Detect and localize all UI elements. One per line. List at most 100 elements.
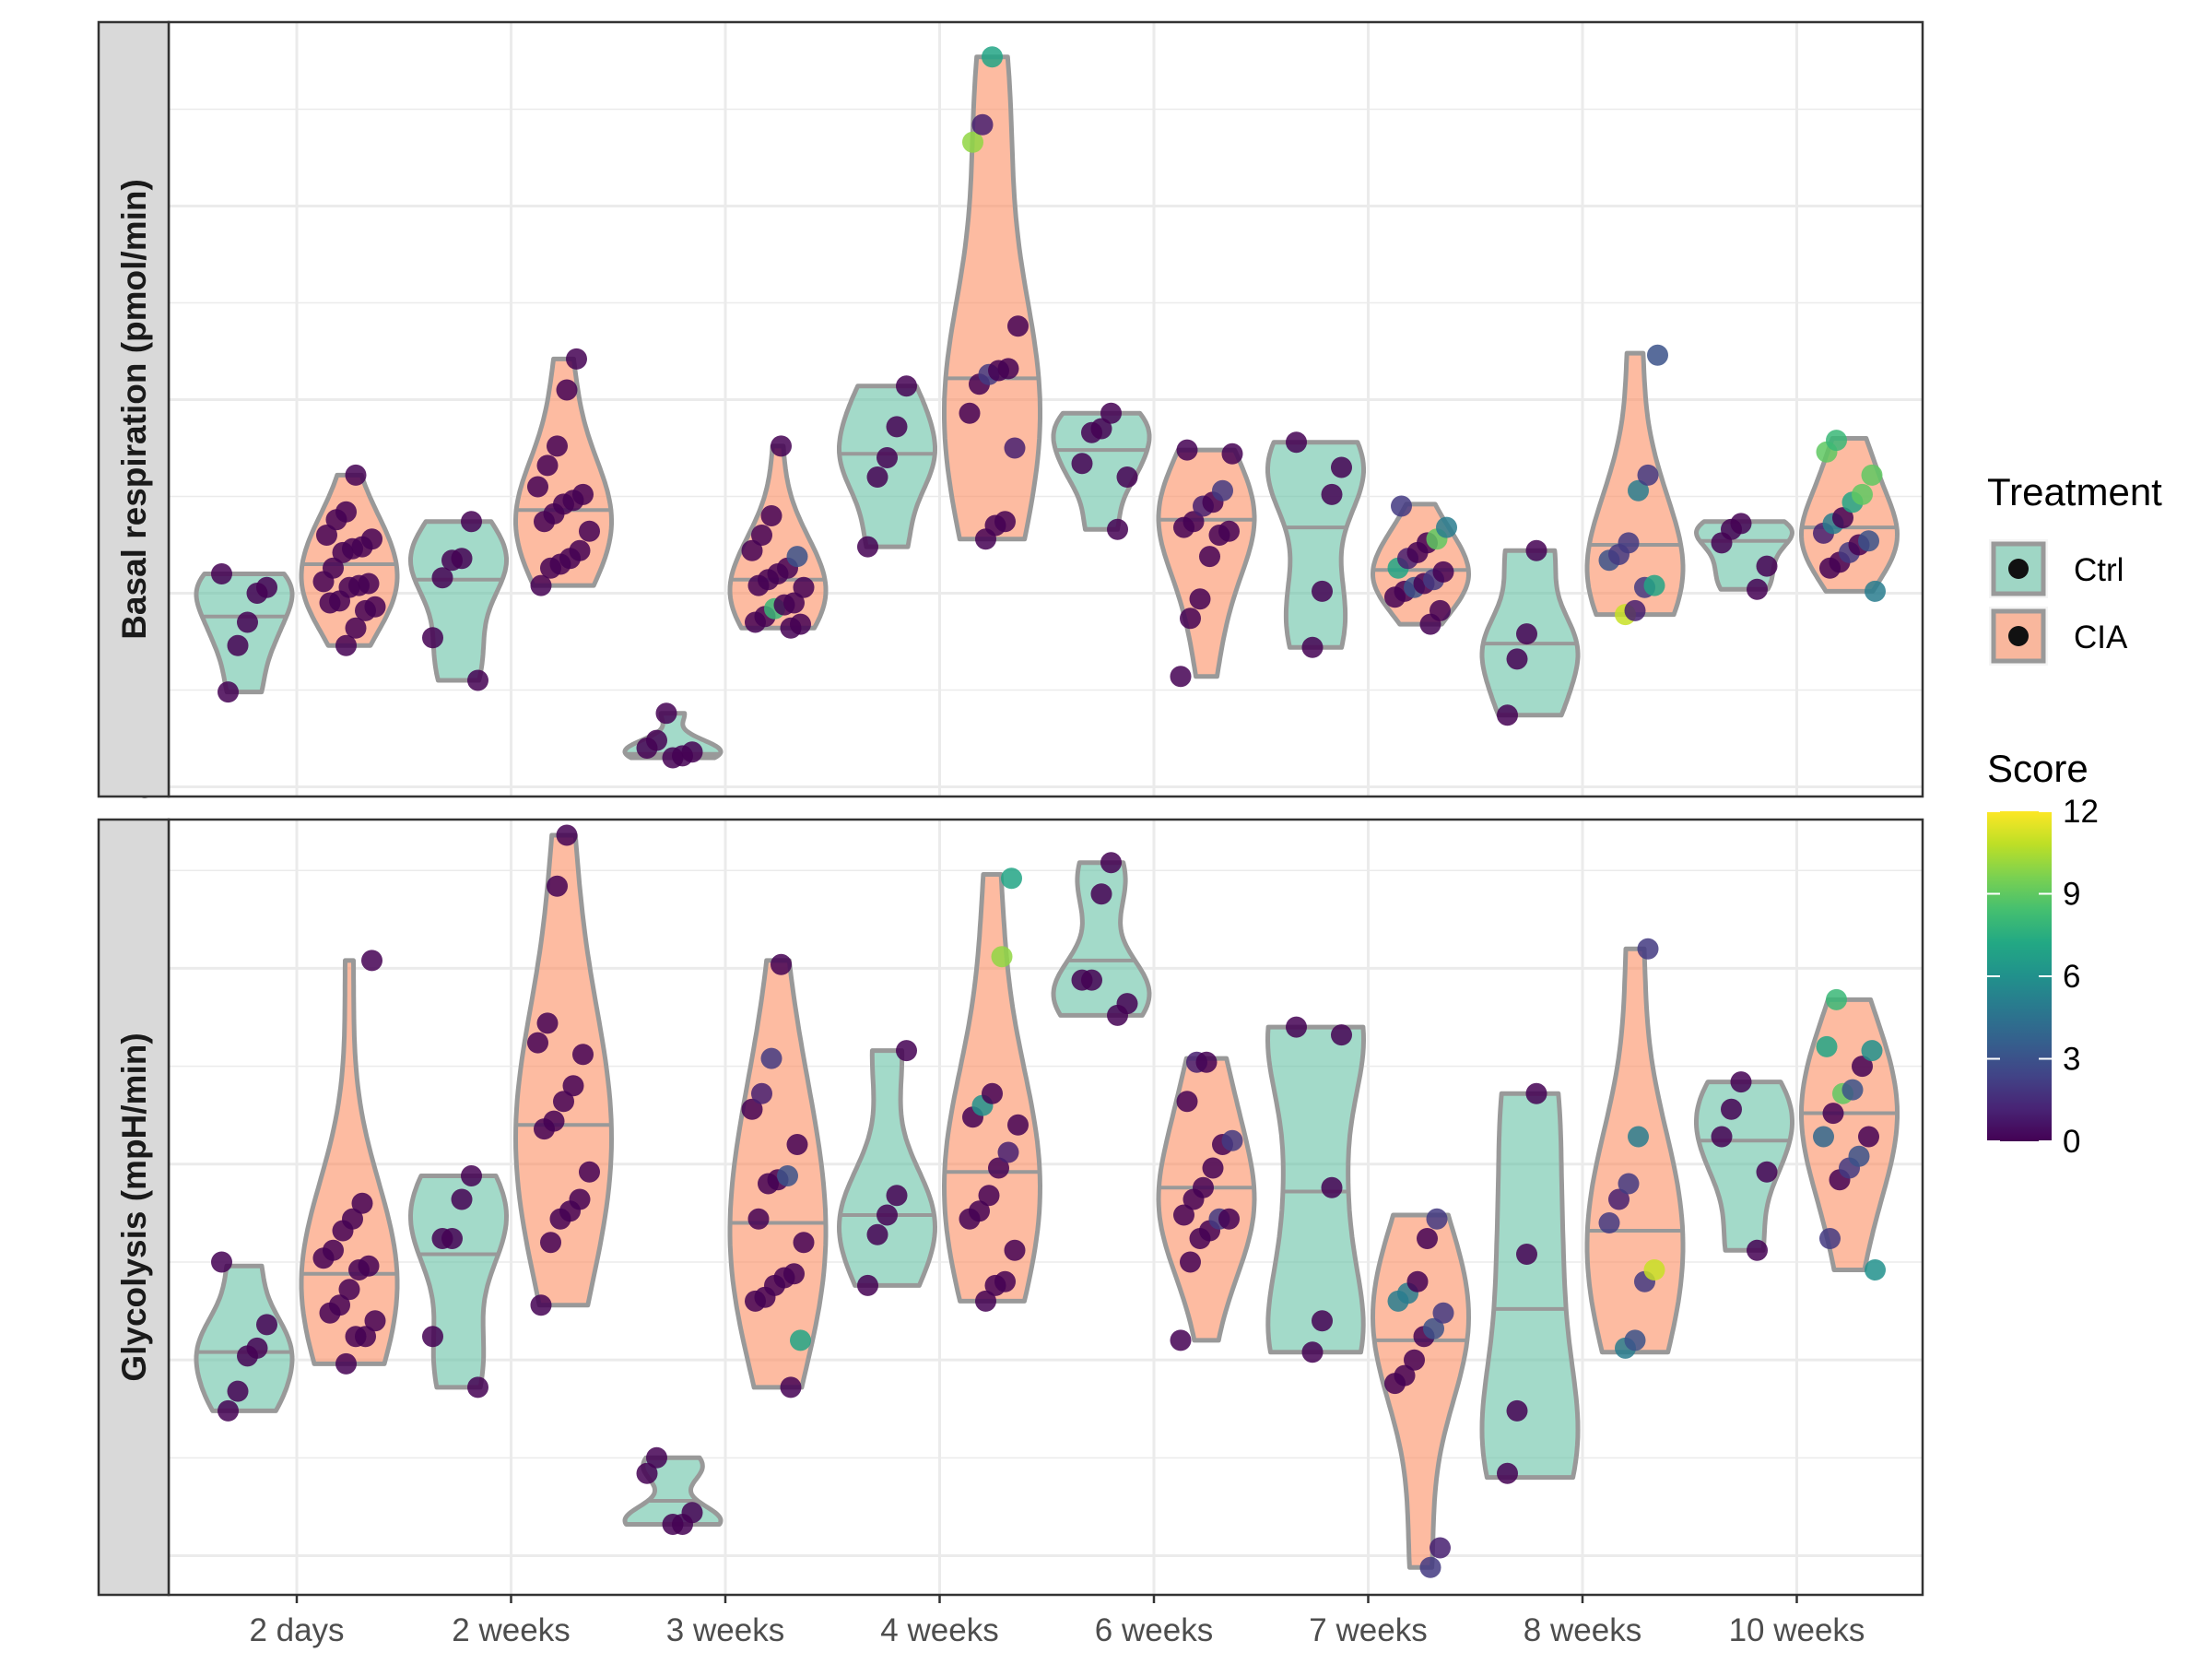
data-point bbox=[227, 1380, 249, 1402]
data-point bbox=[569, 539, 591, 561]
data-point bbox=[790, 613, 811, 635]
data-point bbox=[886, 416, 908, 438]
data-point bbox=[345, 464, 367, 486]
data-point bbox=[536, 454, 559, 477]
data-point bbox=[1865, 580, 1886, 602]
data-point bbox=[547, 875, 568, 897]
violin-6-weeks-ctrl bbox=[1051, 402, 1152, 540]
violin-2-weeks-cia bbox=[513, 824, 614, 1316]
data-point bbox=[1071, 453, 1093, 475]
data-point bbox=[793, 1232, 815, 1254]
data-point bbox=[866, 466, 888, 488]
data-point bbox=[1832, 507, 1853, 529]
violin-8-weeks-cia bbox=[1584, 938, 1686, 1359]
data-point bbox=[1756, 555, 1778, 577]
data-point bbox=[1624, 599, 1646, 621]
data-point bbox=[364, 1310, 386, 1332]
colorbar-tick-label: 9 bbox=[2063, 877, 2080, 913]
violin-2-days-ctrl bbox=[194, 563, 295, 703]
colorbar-tick-label: 6 bbox=[2063, 959, 2080, 995]
data-point bbox=[636, 1462, 658, 1484]
violin-8-weeks-ctrl bbox=[1479, 1082, 1581, 1484]
data-point bbox=[335, 501, 357, 523]
data-point bbox=[569, 1188, 591, 1210]
data-point bbox=[997, 358, 1019, 380]
violin-4-weeks-ctrl bbox=[837, 1040, 937, 1296]
data-point bbox=[1861, 464, 1883, 486]
violin-shape bbox=[1156, 1056, 1257, 1343]
violin-3-weeks-ctrl bbox=[622, 1446, 724, 1535]
x-tick-label: 4 weeks bbox=[880, 1612, 998, 1648]
violin-3-weeks-cia bbox=[727, 435, 829, 639]
data-point bbox=[1426, 1208, 1448, 1230]
data-point bbox=[422, 1326, 443, 1348]
data-point bbox=[1286, 1016, 1307, 1038]
data-point bbox=[896, 1040, 917, 1062]
data-point bbox=[1826, 430, 1847, 452]
data-point bbox=[1195, 1051, 1218, 1073]
data-point bbox=[467, 1376, 488, 1398]
data-point bbox=[1404, 1349, 1425, 1371]
data-point bbox=[1004, 437, 1026, 459]
data-point bbox=[1430, 1537, 1451, 1559]
data-point bbox=[566, 348, 587, 370]
data-point bbox=[556, 824, 578, 846]
data-point bbox=[780, 1376, 802, 1398]
data-point bbox=[760, 1047, 782, 1069]
data-point bbox=[556, 379, 578, 401]
data-point bbox=[335, 634, 357, 656]
legend-key-cia-box bbox=[1991, 608, 2046, 664]
violin-4-weeks-cia bbox=[942, 867, 1042, 1312]
violin-6-weeks-cia bbox=[1156, 1051, 1257, 1351]
panel-strip bbox=[97, 818, 171, 1597]
data-point bbox=[237, 611, 258, 633]
legend-score-title: Score bbox=[1987, 747, 2088, 790]
violin-8-weeks-ctrl bbox=[1479, 539, 1581, 726]
data-point bbox=[1506, 648, 1528, 670]
data-point bbox=[1176, 439, 1198, 461]
data-point bbox=[422, 627, 443, 649]
data-point bbox=[751, 525, 772, 546]
data-point bbox=[1865, 1259, 1886, 1280]
data-point bbox=[1100, 852, 1122, 874]
data-point bbox=[323, 557, 344, 579]
data-point bbox=[1394, 1364, 1416, 1387]
data-point bbox=[866, 1223, 888, 1245]
data-point bbox=[1331, 456, 1352, 478]
violin-7-weeks-cia bbox=[1371, 1208, 1471, 1578]
score-colorbar-ticks: 0 3 6 9 12 bbox=[1987, 794, 2099, 1160]
data-point bbox=[1436, 516, 1457, 538]
data-point bbox=[982, 46, 1003, 68]
data-point bbox=[1176, 1091, 1198, 1113]
legend: Treatment Ctrl CIA Score 0 3 6 9 12 bbox=[1987, 470, 2162, 1160]
data-point bbox=[997, 1141, 1019, 1163]
data-point bbox=[579, 1161, 600, 1183]
data-point bbox=[786, 546, 808, 568]
data-point bbox=[1637, 938, 1659, 960]
data-point bbox=[1624, 1329, 1646, 1351]
x-tick-label: 2 days bbox=[249, 1612, 344, 1648]
data-point bbox=[547, 435, 568, 457]
data-point bbox=[1218, 520, 1240, 542]
data-point bbox=[1506, 1399, 1528, 1422]
data-point bbox=[646, 1446, 667, 1469]
data-point bbox=[227, 634, 249, 656]
panels-layer: 0100200300Basal respiration (pmol/min)05… bbox=[97, 20, 1924, 1597]
data-point bbox=[1301, 636, 1324, 658]
violin-2-days-ctrl bbox=[194, 1251, 295, 1422]
data-point bbox=[451, 548, 473, 570]
data-point bbox=[1391, 495, 1412, 517]
data-point bbox=[751, 1082, 772, 1104]
data-point bbox=[1643, 574, 1665, 596]
data-point bbox=[681, 1502, 703, 1524]
violin-8-weeks-cia bbox=[1584, 344, 1686, 626]
legend-label-cia: CIA bbox=[2074, 620, 2128, 655]
violin-shape bbox=[194, 572, 295, 695]
data-point bbox=[1116, 993, 1138, 1015]
data-point bbox=[786, 1134, 808, 1155]
data-point bbox=[1628, 479, 1649, 502]
data-point bbox=[1730, 513, 1752, 535]
data-point bbox=[1432, 1302, 1454, 1324]
data-point bbox=[1430, 599, 1451, 621]
